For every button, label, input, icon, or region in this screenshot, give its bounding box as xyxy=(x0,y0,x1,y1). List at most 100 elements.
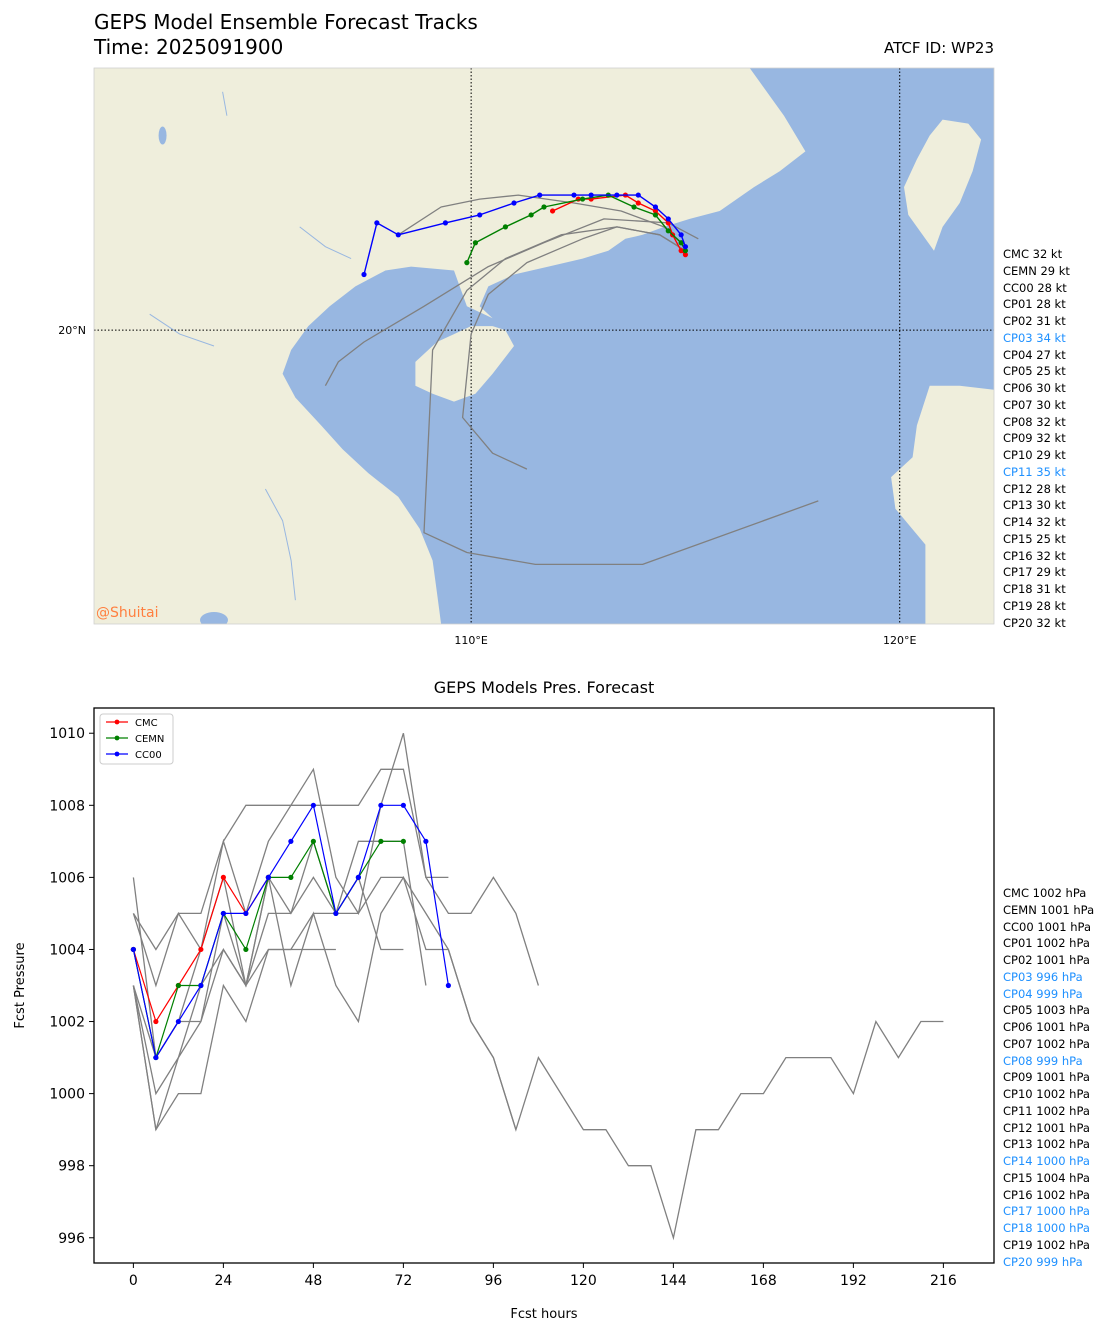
side-label: CP02 31 kt xyxy=(1003,314,1066,328)
member-pressure-line xyxy=(132,733,449,1060)
x-tick-label: 216 xyxy=(930,1273,957,1289)
side-label: CP17 1000 hPa xyxy=(1003,1204,1090,1219)
river-2 xyxy=(299,226,352,260)
side-label: CP11 1002 hPa xyxy=(1003,1103,1090,1118)
side-label: CP18 31 kt xyxy=(1003,582,1066,596)
x-tick-label: 0 xyxy=(129,1273,138,1289)
pressure-point-cc00 xyxy=(130,946,136,953)
track-point-cemn xyxy=(631,204,637,210)
track-point-cc00 xyxy=(511,200,517,206)
side-label: CP16 1002 hPa xyxy=(1003,1187,1090,1202)
side-label: CP05 1003 hPa xyxy=(1003,1003,1090,1018)
side-label: CP16 32 kt xyxy=(1003,548,1066,563)
track-point-cmc xyxy=(635,200,641,206)
side-label: CP20 32 kt xyxy=(1003,615,1066,630)
hainan-island xyxy=(415,326,514,402)
track-point-cc00 xyxy=(395,232,401,238)
track-point-cmc xyxy=(682,252,689,258)
legend-label-cemn: CEMN xyxy=(135,734,164,745)
side-label: CP13 30 kt xyxy=(1003,498,1066,513)
pressure-point-cc00 xyxy=(243,910,249,917)
member-pressure-line xyxy=(132,876,944,1241)
side-label: CP12 1001 hPa xyxy=(1003,1120,1090,1135)
side-label: CP13 1002 hPa xyxy=(1003,1137,1090,1152)
y-tick-label: 998 xyxy=(58,1159,85,1175)
member-track-line xyxy=(423,226,819,566)
side-label: CP15 25 kt xyxy=(1003,531,1066,546)
y-tick-label: 1006 xyxy=(49,870,85,886)
track-point-cc00 xyxy=(537,192,543,198)
legend-marker-cemn xyxy=(114,735,120,741)
lake-dianchi xyxy=(158,126,167,145)
map-lon-label: 110°E xyxy=(454,634,487,647)
track-map: 110°E 120°E 20°N @Shuitai xyxy=(58,67,995,647)
track-point-cemn xyxy=(652,212,659,218)
river-0 xyxy=(222,91,228,116)
pressure-point-cc00 xyxy=(378,802,384,808)
side-label: CMC 32 kt xyxy=(1003,247,1063,261)
pressure-point-cc00 xyxy=(288,838,294,844)
y-tick-label: 1004 xyxy=(49,942,85,958)
side-label: CP04 999 hPa xyxy=(1003,986,1083,1001)
mainland xyxy=(94,68,806,624)
pressure-point-cc00 xyxy=(333,910,339,917)
track-point-cmc xyxy=(652,208,659,214)
legend: CMC CEMN CC00 xyxy=(99,713,174,765)
legend-marker-cmc xyxy=(114,719,120,725)
pressure-point-cemn xyxy=(310,838,316,844)
track-point-cemn xyxy=(472,240,479,246)
y-axis-label: Fcst Pressure xyxy=(13,942,28,1028)
pressure-chart-title: GEPS Models Pres. Forecast xyxy=(434,678,655,697)
side-label: CP08 999 hPa xyxy=(1003,1053,1083,1068)
track-point-cemn xyxy=(678,240,684,246)
x-tick-label: 72 xyxy=(394,1273,412,1289)
track-point-cemn xyxy=(579,196,586,202)
x-tick-label: 24 xyxy=(214,1273,232,1289)
pressure-point-cemn xyxy=(400,838,406,844)
x-tick-label: 120 xyxy=(570,1273,597,1289)
atcf-id: ATCF ID: WP23 xyxy=(883,39,994,57)
legend-marker-cc00 xyxy=(114,751,120,757)
x-tick-label: 48 xyxy=(304,1273,322,1289)
x-tick-label: 96 xyxy=(484,1273,502,1289)
side-label: CMC 1002 hPa xyxy=(1003,886,1087,900)
side-label: CP15 1004 hPa xyxy=(1003,1170,1090,1185)
side-label: CP10 1002 hPa xyxy=(1003,1087,1090,1101)
side-label: CP03 34 kt xyxy=(1003,330,1066,345)
side-label: CP02 1001 hPa xyxy=(1003,953,1090,967)
legend-label-cc00: CC00 xyxy=(135,750,162,761)
pressure-point-cc00 xyxy=(423,838,429,844)
x-axis-label: Fcst hours xyxy=(510,1307,577,1322)
track-point-cc00 xyxy=(635,192,641,198)
pressure-point-cc00 xyxy=(400,802,406,808)
track-point-cmc xyxy=(549,208,556,214)
y-tick-label: 1002 xyxy=(49,1015,85,1031)
side-label: CP11 35 kt xyxy=(1003,464,1066,479)
track-point-cc00 xyxy=(682,244,689,250)
pressure-point-cc00 xyxy=(175,1018,181,1025)
pressure-point-cemn xyxy=(288,874,294,880)
side-label: CEMN 29 kt xyxy=(1003,263,1070,278)
side-label: CP01 28 kt xyxy=(1003,297,1066,312)
y-tick-label: 1008 xyxy=(49,798,85,814)
track-point-cc00 xyxy=(477,212,483,218)
track-line-cemn xyxy=(466,194,687,263)
pressure-point-cc00 xyxy=(310,802,316,808)
member-pressure-line xyxy=(132,875,517,1130)
side-label: CP18 1000 hPa xyxy=(1003,1221,1090,1235)
legend-box xyxy=(99,713,174,765)
x-tick-label: 168 xyxy=(750,1273,777,1289)
track-point-cc00 xyxy=(614,192,620,198)
side-label: CP07 30 kt xyxy=(1003,397,1066,412)
track-point-cc00 xyxy=(361,271,367,278)
side-label: CC00 28 kt xyxy=(1003,280,1067,295)
lake-tonle-sap xyxy=(200,612,228,624)
track-point-cemn xyxy=(528,212,534,218)
member-track-line xyxy=(324,218,699,387)
map-lat-label: 20°N xyxy=(58,324,86,337)
track-point-cc00 xyxy=(652,204,659,210)
side-label: CP08 32 kt xyxy=(1003,414,1066,429)
map-time: Time: 2025091900 xyxy=(94,35,284,59)
track-point-cemn xyxy=(464,260,470,266)
track-point-cc00 xyxy=(588,192,594,198)
